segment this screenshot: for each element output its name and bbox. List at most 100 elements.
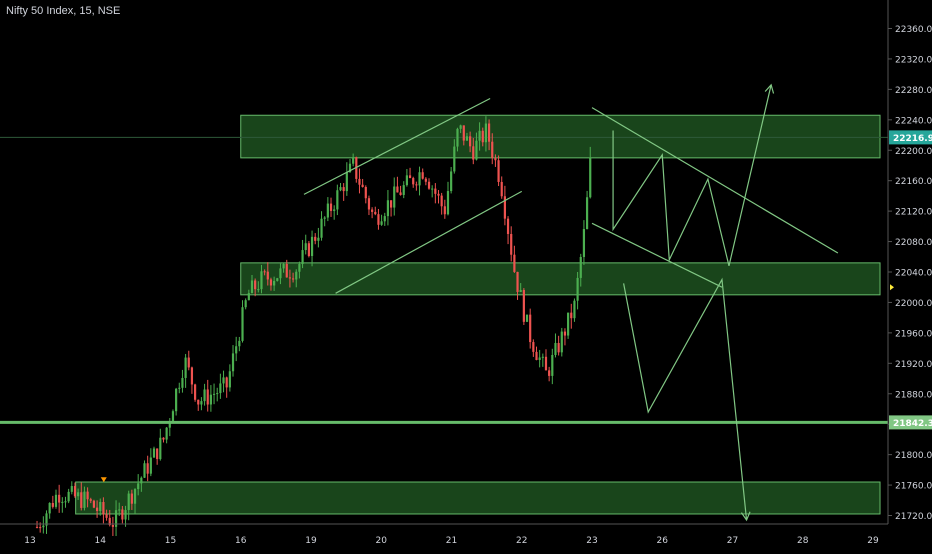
marker-icon xyxy=(890,284,894,291)
candle-body xyxy=(61,501,64,503)
candle-body xyxy=(307,243,310,256)
candle-body xyxy=(222,377,225,384)
candle-body xyxy=(184,357,187,378)
y-tick-label: 21960.00 xyxy=(895,329,932,339)
candle-body xyxy=(393,186,396,208)
candle-body xyxy=(206,389,209,405)
candle-body xyxy=(42,525,45,528)
candle-body xyxy=(399,192,402,195)
y-tick-label: 22120.00 xyxy=(895,208,932,218)
candle-body xyxy=(427,181,431,189)
candle-body xyxy=(494,158,497,161)
candle-body xyxy=(364,187,367,199)
candle-body xyxy=(118,509,121,511)
trendline-1[interactable] xyxy=(303,97,491,195)
y-tick-label: 21760.00 xyxy=(895,482,932,492)
candle-body xyxy=(35,526,39,528)
y-tick-label: 22320.00 xyxy=(895,55,932,65)
candle-body xyxy=(345,172,348,192)
trendline-2[interactable] xyxy=(335,190,523,294)
candle-body xyxy=(39,527,42,529)
candle-body xyxy=(339,187,342,191)
candle-body xyxy=(548,370,551,376)
arrow-up-icon xyxy=(764,83,775,94)
candle-body xyxy=(314,236,317,241)
candle-body xyxy=(424,178,427,182)
zone-3[interactable] xyxy=(75,481,881,515)
candle-body xyxy=(156,448,159,460)
candle-body xyxy=(288,277,292,279)
candle-body xyxy=(238,340,241,347)
candle-body xyxy=(241,307,244,341)
candle-body xyxy=(380,221,383,225)
candle-body xyxy=(465,136,469,141)
candle-body xyxy=(181,377,184,388)
zone-2[interactable] xyxy=(240,262,881,296)
candle-body xyxy=(51,503,54,507)
candle-body xyxy=(582,229,586,257)
candle-body xyxy=(187,357,190,368)
arrow-down-icon xyxy=(740,511,751,522)
candle-body xyxy=(418,172,421,186)
candle-body xyxy=(219,383,222,394)
candle-body xyxy=(367,198,371,210)
candle-body xyxy=(291,278,295,280)
candle-body xyxy=(165,427,168,440)
candle-body xyxy=(491,141,494,159)
candle-body xyxy=(67,491,70,502)
zone-1[interactable] xyxy=(240,114,881,159)
candle-body xyxy=(228,371,231,388)
candle-body xyxy=(45,513,48,526)
candle-body xyxy=(80,492,83,508)
candle-body xyxy=(573,300,576,319)
candle-body xyxy=(254,280,257,290)
candle-body xyxy=(412,178,415,185)
candle-body xyxy=(329,203,333,211)
candle-body xyxy=(304,243,307,251)
candle-body xyxy=(506,218,510,234)
candle-body xyxy=(557,342,560,353)
candle-body xyxy=(342,187,345,192)
candle-body xyxy=(193,384,197,400)
candle-body xyxy=(560,331,563,353)
y-tick-label: 22080.00 xyxy=(895,238,932,248)
candle-body xyxy=(402,185,405,195)
projection-path-down[interactable] xyxy=(623,277,748,521)
candle-body xyxy=(513,254,516,272)
candle-body xyxy=(522,290,525,322)
candle-body xyxy=(137,483,140,490)
candle-body xyxy=(358,178,361,185)
candle-body xyxy=(459,125,462,129)
candle-body xyxy=(216,393,219,395)
candle-body xyxy=(279,268,282,279)
candle-body xyxy=(178,387,181,389)
candle-body xyxy=(500,181,503,197)
level-price-badge xyxy=(889,415,932,430)
candle-body xyxy=(456,128,459,147)
y-tick-label: 21720.00 xyxy=(895,512,932,522)
projection-path-up[interactable] xyxy=(612,84,772,267)
candle-body xyxy=(408,175,412,179)
current-price-badge xyxy=(889,130,932,145)
y-tick-label: 21920.00 xyxy=(895,360,932,370)
candle-body xyxy=(83,491,86,508)
trendline-4[interactable] xyxy=(591,222,723,288)
candle-body xyxy=(197,399,200,405)
candle-body xyxy=(487,123,491,142)
candle-body xyxy=(585,197,589,230)
x-tick-label: 29 xyxy=(867,536,879,546)
trendline-3[interactable] xyxy=(591,107,839,254)
candle-body xyxy=(200,401,203,405)
candle-body xyxy=(95,507,99,511)
candle-body xyxy=(247,293,250,301)
candle-body xyxy=(472,146,475,160)
candle-body xyxy=(266,271,269,280)
candle-body xyxy=(535,351,538,360)
candle-body xyxy=(260,271,263,290)
candle-body xyxy=(541,356,544,358)
candle-body xyxy=(140,477,143,484)
candle-body xyxy=(250,280,254,294)
candle-body xyxy=(105,514,108,518)
